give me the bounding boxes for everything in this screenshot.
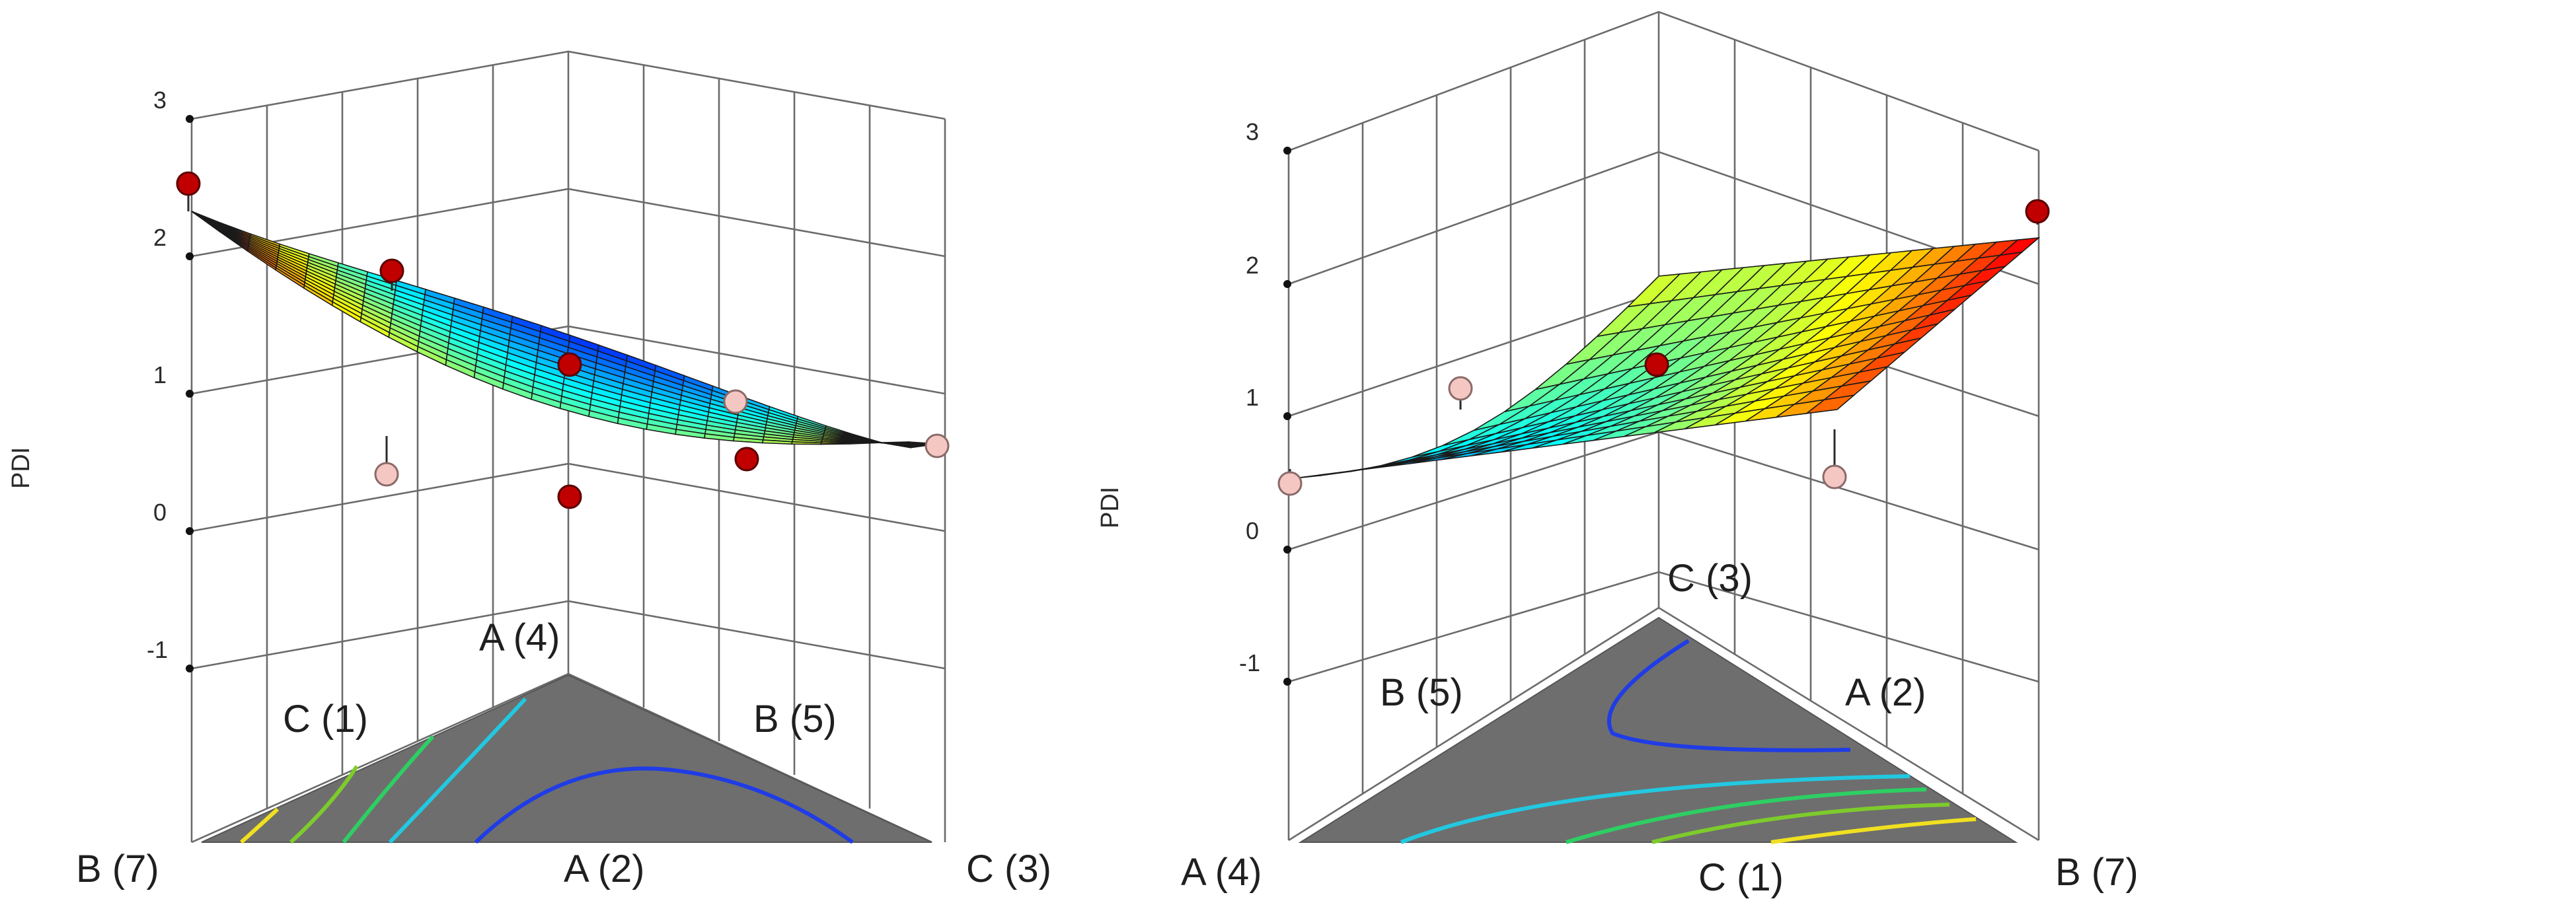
right-tick-dot-0 bbox=[1283, 147, 1291, 155]
right-design-point-4 bbox=[1448, 376, 1473, 401]
right-z-axis-label: PDI bbox=[1096, 487, 1124, 528]
right-design-point-2 bbox=[1277, 471, 1303, 496]
left-chart-svg: 3 2 1 0 -1 PDI A (4) C (1) B (5) B (7) A… bbox=[7, 50, 1051, 890]
right-edge-right-label: A (2) bbox=[1845, 671, 1926, 714]
left-design-point-5 bbox=[374, 462, 399, 487]
left-edge-left-label: C (1) bbox=[283, 698, 368, 740]
right-surface-chart: 3 2 1 0 -1 PDI C (3) B (5) A (2) A (4) C… bbox=[1090, 0, 2148, 903]
left-edge-bottom-label: A (2) bbox=[564, 848, 645, 890]
right-vertex-right-label: B (7) bbox=[2055, 851, 2139, 894]
left-design-point-0 bbox=[176, 171, 201, 196]
left-design-point-6 bbox=[723, 389, 748, 414]
left-surface bbox=[191, 211, 939, 449]
right-contour-4 bbox=[1770, 817, 1977, 844]
right-floor-triangle bbox=[1298, 616, 2018, 843]
right-tick-dot-2 bbox=[1283, 412, 1291, 420]
left-design-point-2 bbox=[557, 352, 582, 377]
right-edge-bottom-label: C (1) bbox=[1698, 856, 1784, 899]
right-contour-0 bbox=[1607, 639, 1851, 752]
right-design-point-1 bbox=[1644, 352, 1669, 377]
right-edge-left-label: B (5) bbox=[1380, 671, 1463, 714]
left-tick-dot-0 bbox=[186, 115, 194, 123]
left-tick-dot-3 bbox=[186, 527, 194, 535]
left-points bbox=[176, 171, 950, 509]
right-vertex-top-label: C (3) bbox=[1667, 557, 1753, 600]
right-tick-dot-4 bbox=[1283, 678, 1291, 686]
left-surface-chart: 3 2 1 0 -1 PDI A (4) C (1) B (5) B (7) A… bbox=[0, 0, 1090, 903]
right-contour-1 bbox=[1400, 774, 1911, 844]
right-contour-3 bbox=[1651, 803, 1950, 844]
left-design-point-3 bbox=[557, 484, 582, 509]
left-contour-1 bbox=[289, 765, 359, 844]
left-z-tick-0: 0 bbox=[153, 499, 167, 526]
right-z-tick-neg1: -1 bbox=[1239, 649, 1260, 676]
right-design-point-3 bbox=[1822, 464, 1847, 489]
left-contour-0 bbox=[239, 807, 280, 844]
left-z-ticks: 3 2 1 0 -1 bbox=[147, 87, 168, 663]
right-z-tick-3: 3 bbox=[1246, 118, 1259, 145]
left-z-tick-1: 1 bbox=[153, 361, 167, 388]
right-grid bbox=[1283, 11, 2040, 842]
left-z-axis-label: PDI bbox=[7, 447, 35, 489]
right-surface-cell bbox=[1998, 236, 2041, 256]
left-z-tick-neg1: -1 bbox=[147, 636, 168, 663]
right-surface bbox=[1288, 236, 2041, 480]
left-tick-dot-1 bbox=[186, 252, 194, 260]
left-floor bbox=[201, 674, 932, 844]
left-contour-2 bbox=[342, 735, 435, 844]
right-z-tick-2: 2 bbox=[1246, 252, 1259, 279]
right-z-tick-1: 1 bbox=[1246, 384, 1259, 411]
right-hgrid-0 bbox=[1288, 11, 2039, 152]
right-points bbox=[1277, 199, 2050, 496]
right-floor bbox=[1298, 616, 2018, 844]
right-tick-dot-3 bbox=[1283, 546, 1291, 554]
left-vertex-right-label: C (3) bbox=[966, 848, 1051, 890]
left-tick-dot-4 bbox=[186, 665, 194, 672]
left-tick-dot-2 bbox=[186, 390, 194, 398]
left-edge-right-label: B (5) bbox=[753, 698, 837, 740]
right-z-tick-0: 0 bbox=[1246, 517, 1259, 544]
left-floor-triangle bbox=[201, 674, 932, 843]
left-contour-4 bbox=[474, 766, 854, 844]
right-hgrid-3 bbox=[1288, 431, 2039, 551]
right-z-ticks: 3 2 1 0 -1 bbox=[1239, 118, 1260, 676]
left-z-tick-3: 3 bbox=[153, 87, 167, 114]
right-contour-2 bbox=[1566, 787, 1927, 844]
left-vertex-top-label: A (4) bbox=[479, 616, 560, 659]
left-vertex-left-label: B (7) bbox=[76, 848, 159, 890]
right-chart-svg: 3 2 1 0 -1 PDI C (3) B (5) A (2) A (4) C… bbox=[1096, 11, 2139, 899]
right-design-point-0 bbox=[2025, 199, 2050, 224]
left-design-point-7 bbox=[925, 433, 950, 458]
left-contour-3 bbox=[388, 697, 527, 844]
left-design-point-4 bbox=[734, 447, 759, 472]
left-z-tick-2: 2 bbox=[153, 224, 167, 251]
right-vertex-left-label: A (4) bbox=[1181, 851, 1262, 894]
right-tick-dot-1 bbox=[1283, 280, 1291, 288]
left-design-point-1 bbox=[379, 258, 404, 283]
